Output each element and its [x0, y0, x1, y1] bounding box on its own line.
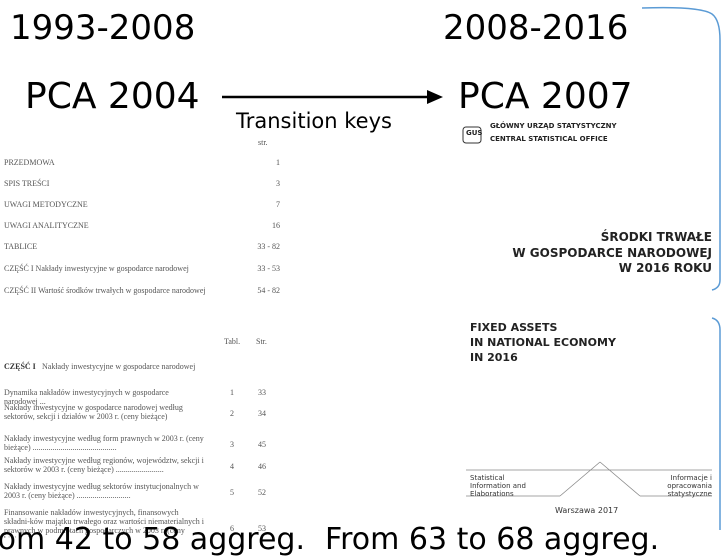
logo: GUS: [466, 129, 483, 137]
table-page: 33: [258, 388, 266, 397]
cover-title: IN 2016: [470, 351, 518, 364]
table-number: 6: [230, 524, 234, 533]
cover-title: IN NATIONAL ECONOMY: [470, 336, 616, 349]
toc-page: 33 - 82: [257, 242, 280, 251]
str-header: Str.: [256, 337, 267, 346]
pca-title: PCA 2007: [458, 76, 633, 117]
rule: [559, 461, 601, 497]
table-page: 46: [258, 462, 266, 471]
table-number: 5: [230, 488, 234, 497]
table-number: 4: [230, 462, 234, 471]
cover-title: ŚRODKI TRWAŁE: [600, 230, 712, 244]
office: CENTRAL STATISTICAL OFFICE: [490, 135, 608, 143]
series: Informacje i opracowania statystyczne: [667, 474, 712, 498]
toc-entry: CZĘŚĆ II Wartość środków trwałych w gosp…: [4, 286, 206, 295]
footer-note: From 63 to 68 aggreg.: [325, 522, 660, 557]
pca-title: PCA 2004: [25, 76, 200, 117]
toc-header: str.: [258, 138, 268, 147]
arrow-head: [427, 90, 443, 104]
part-title: Nakłady inwestycyjne w gospodarce narodo…: [42, 362, 196, 371]
arrow-label: Transition keys: [236, 109, 392, 133]
office: GŁÓWNY URZĄD STATYSTYCZNY: [490, 122, 617, 130]
table-page: 34: [258, 409, 266, 418]
table-entry: Nakłady inwestycyjne według regionów, wo…: [4, 456, 204, 474]
table-entry: Nakłady inwestycyjne według sektorów ins…: [4, 482, 199, 500]
table-page: 45: [258, 440, 266, 449]
toc-page: 3: [276, 179, 280, 188]
bracket: [711, 317, 721, 530]
rule: [599, 461, 641, 497]
toc-entry: TABLICE: [4, 242, 38, 251]
table-entry: Nakłady inwestycyjne w gospodarce narodo…: [4, 403, 183, 423]
period: 1993-2008: [10, 8, 196, 48]
table-entry: Nakłady inwestycyjne według form prawnyc…: [4, 434, 204, 452]
bracket: [641, 6, 721, 291]
table-number: 2: [230, 409, 234, 418]
table-entry: Dynamika nakładów inwestycyjnych w gospo…: [4, 388, 169, 406]
tabl-header: Tabl.: [224, 337, 241, 346]
table-number: 1: [230, 388, 234, 397]
toc-entry: PRZEDMOWA: [4, 158, 55, 167]
toc-entry: UWAGI METODYCZNE: [4, 200, 88, 209]
table-number: 3: [230, 440, 234, 449]
series: Statistical Information and Elaborations: [470, 474, 526, 498]
period: 2008-2016: [443, 8, 629, 48]
footer-note: From 42 to 58 aggreg.: [0, 522, 305, 557]
place-year: Warszawa 2017: [555, 506, 619, 515]
table-entry: Finansowanie nakładów inwestycyjnych, fi…: [4, 508, 204, 538]
toc-page: 1: [276, 158, 280, 167]
toc-entry: CZĘŚĆ I Nakłady inwestycyjne w gospodarc…: [4, 264, 189, 273]
toc-page: 33 - 53: [257, 264, 280, 273]
cover-title: W 2016 ROKU: [618, 261, 712, 275]
toc-page: 7: [276, 200, 280, 209]
cover-title: FIXED ASSETS: [470, 321, 558, 334]
toc-page: 16: [272, 221, 280, 230]
logo-box: [462, 126, 482, 144]
table-page: 53: [258, 524, 266, 533]
toc-page: 54 - 82: [257, 286, 280, 295]
toc-entry: UWAGI ANALITYCZNE: [4, 221, 89, 230]
toc-entry: SPIS TREŚCI: [4, 179, 50, 188]
part-label: CZĘŚĆ I: [4, 362, 36, 371]
cover-title: W GOSPODARCE NARODOWEJ: [512, 246, 712, 260]
table-page: 52: [258, 488, 266, 497]
